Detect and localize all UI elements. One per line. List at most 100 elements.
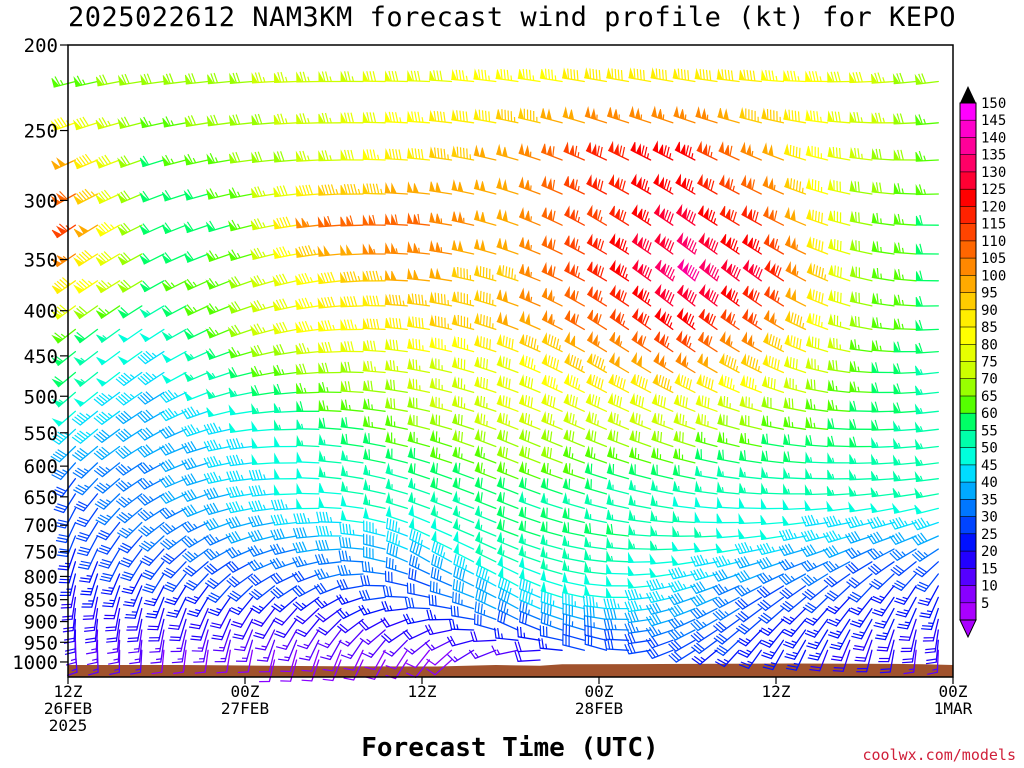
wind-barb — [203, 471, 231, 484]
barb-full — [81, 278, 90, 287]
wind-barb — [848, 501, 873, 513]
barb-full — [81, 190, 90, 199]
barb-full — [814, 337, 817, 348]
barb-full — [664, 238, 670, 249]
wind-barb — [138, 535, 165, 552]
barb-full — [502, 462, 505, 473]
barb-full — [723, 396, 726, 407]
barb-flag — [676, 232, 684, 245]
barb-flag — [385, 414, 392, 427]
barb-full — [232, 438, 238, 449]
wind-barb — [778, 528, 807, 542]
barb-full — [663, 178, 668, 190]
wind-barb — [318, 184, 342, 196]
wind-barb — [914, 504, 939, 515]
barb-full — [657, 394, 661, 406]
barb-full — [547, 355, 551, 366]
barb-half — [281, 369, 285, 375]
wind-barb — [694, 67, 718, 83]
barb-full — [528, 69, 532, 81]
barb-full — [347, 381, 351, 392]
barb-flag — [474, 239, 480, 250]
barb-half — [196, 409, 200, 415]
barb-half — [530, 271, 532, 278]
wind-barb — [452, 413, 475, 430]
barb-full — [708, 238, 714, 249]
barb-full — [641, 209, 647, 220]
barb-flag — [184, 253, 194, 263]
barb-flag — [502, 209, 509, 223]
barb-full — [411, 293, 415, 304]
barb-full — [641, 377, 645, 389]
barb-full — [229, 455, 235, 466]
barb-flag — [184, 352, 194, 362]
barb-full — [776, 359, 780, 371]
barb-full — [634, 447, 637, 459]
barb-full — [677, 68, 680, 79]
wind-barb — [541, 288, 563, 307]
wind-barb — [408, 492, 431, 510]
barb-full — [324, 297, 329, 308]
barb-full — [414, 148, 418, 159]
wind-barb — [296, 434, 320, 448]
barb-flag — [518, 506, 525, 518]
barb-full — [59, 190, 68, 200]
barb-half — [262, 77, 266, 83]
barb-flag — [629, 446, 635, 459]
barb-full — [810, 379, 813, 390]
barb-flag — [385, 360, 392, 371]
barb-flag — [828, 289, 835, 302]
barb-full — [79, 580, 90, 583]
wind-barb — [672, 510, 696, 524]
wind-barb — [740, 374, 762, 394]
barb-flag — [739, 415, 746, 426]
wind-barb — [137, 350, 165, 365]
barb-full — [324, 342, 329, 353]
barb-flag — [569, 145, 575, 157]
barb-full — [123, 116, 130, 127]
barb-full — [524, 507, 527, 518]
wind-barb — [605, 550, 630, 563]
barb-half — [480, 537, 483, 543]
barb-full — [636, 68, 639, 80]
barb-flag — [340, 185, 347, 195]
barb-flag — [540, 462, 547, 474]
barb-full — [524, 462, 527, 474]
wind-barb — [362, 270, 386, 282]
barb-full — [641, 397, 645, 408]
wind-barb — [340, 450, 364, 464]
barb-full — [99, 74, 105, 85]
barb-flag — [785, 310, 791, 323]
barb-full — [644, 292, 650, 303]
barb-staff — [363, 556, 386, 563]
barb-full — [325, 525, 330, 537]
wind-barb — [654, 233, 675, 255]
barb-flag — [429, 378, 436, 389]
barb-full — [799, 338, 802, 350]
barb-half — [810, 457, 813, 463]
wind-barb — [871, 112, 895, 124]
wind-barb — [562, 462, 585, 480]
barb-staff — [230, 521, 254, 529]
barb-full — [549, 448, 552, 459]
wind-barb — [139, 328, 165, 342]
barb-flag — [739, 433, 746, 444]
barb-flag — [524, 179, 531, 191]
wind-barb — [823, 515, 851, 528]
wind-barb — [205, 278, 231, 290]
wind-barb — [340, 70, 364, 83]
barb-flag — [606, 522, 613, 535]
barb-flag — [73, 195, 84, 205]
wind-barb — [914, 487, 939, 499]
wind-barb — [893, 402, 917, 414]
wind-barb — [848, 485, 873, 497]
barb-half — [483, 468, 485, 475]
barb-half — [577, 384, 581, 390]
barb-flag — [385, 448, 392, 460]
barb-full — [102, 74, 108, 85]
barb-half — [84, 484, 90, 489]
wind-barb — [362, 243, 386, 255]
barb-half — [508, 420, 511, 426]
wind-barb — [317, 320, 342, 332]
wind-barb — [386, 530, 408, 550]
